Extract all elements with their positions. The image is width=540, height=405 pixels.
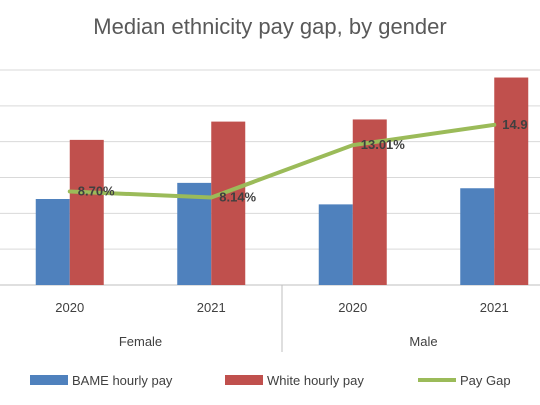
x-tick-label: 2020 (338, 300, 367, 315)
pay-gap-data-label: 13.01% (361, 137, 406, 152)
x-tick-label: 2021 (480, 300, 509, 315)
legend: BAME hourly pay White hourly pay Pay Gap (0, 368, 540, 392)
legend-item-bame: BAME hourly pay (30, 368, 172, 392)
group-label: Female (119, 334, 162, 349)
pay-gap-data-label: 8.14% (219, 189, 256, 204)
bar-bame-3 (460, 188, 495, 285)
bar-bame-0 (35, 199, 70, 285)
legend-item-white: White hourly pay (225, 368, 364, 392)
bar-white-1 (211, 121, 246, 285)
bar-bame-2 (318, 204, 353, 285)
pay-gap-data-label: 8.70% (78, 183, 115, 198)
chart-plot: 2020 2021 2020 2021 Female Male 8.70% 8.14% 13.0… (0, 69, 540, 352)
group-label: Male (409, 334, 437, 349)
legend-item-pay-gap: Pay Gap (418, 368, 511, 392)
bar-white-2 (352, 119, 387, 285)
legend-swatch-bame (30, 375, 68, 385)
legend-line-pay-gap (418, 378, 456, 382)
bar-bame-1 (177, 182, 212, 285)
chart-title: Median ethnicity pay gap, by gender (93, 14, 447, 39)
pay-gap-data-label: 14.9 (502, 117, 527, 132)
legend-label-bame: BAME hourly pay (72, 372, 173, 388)
legend-label-white: White hourly pay (267, 372, 364, 388)
x-tick-label: 2020 (55, 300, 84, 315)
bar-white-0 (69, 139, 104, 285)
x-tick-label: 2021 (197, 300, 226, 315)
legend-label-pay-gap: Pay Gap (460, 372, 511, 388)
bar-white-3 (494, 77, 529, 286)
pay-gap-line (67, 122, 497, 200)
legend-swatch-white (225, 375, 263, 385)
